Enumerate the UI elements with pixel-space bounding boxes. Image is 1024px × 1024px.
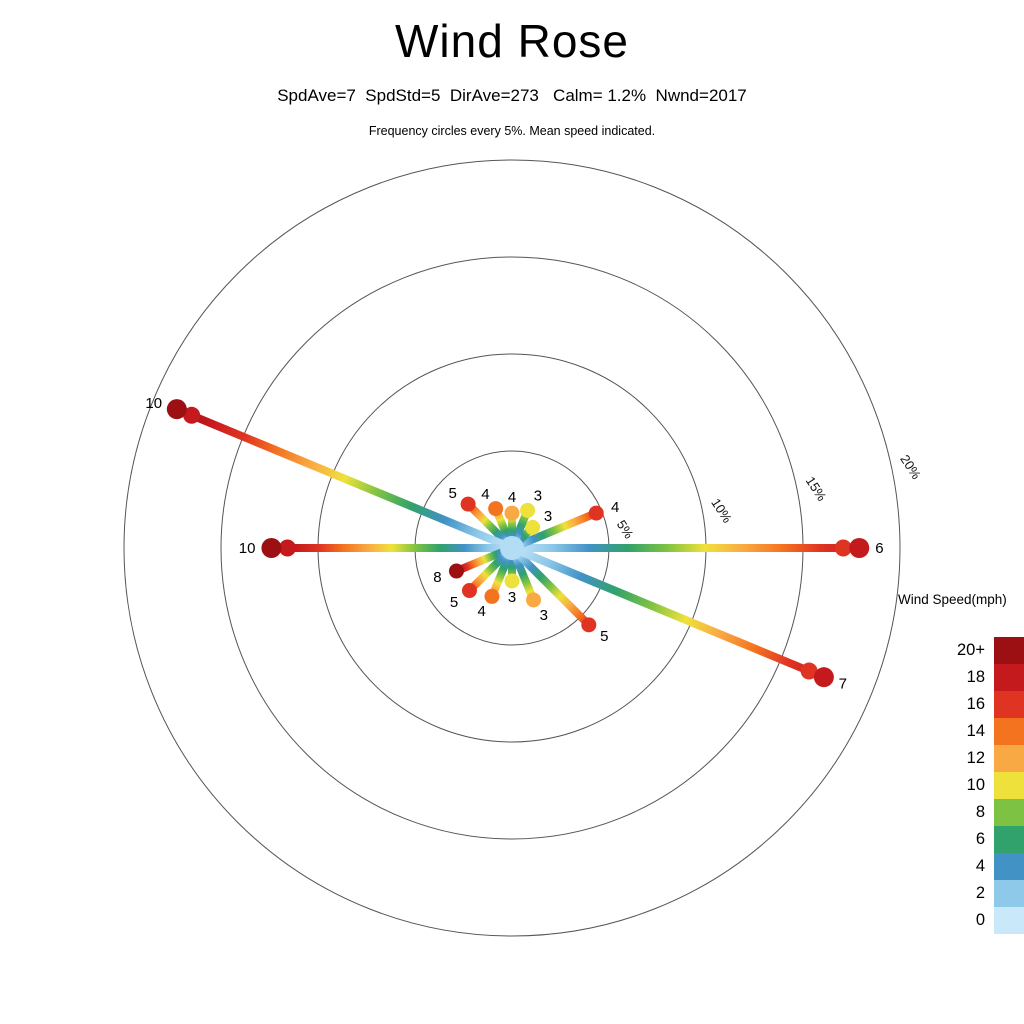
wind-ray-WNW — [172, 405, 516, 552]
legend-color-swatch — [994, 826, 1024, 853]
wind-ray-tip-dot — [800, 662, 818, 680]
legend-entry-label: 18 — [966, 668, 985, 686]
wind-ray-ESE — [508, 544, 828, 682]
mean-speed-label-NE: 3 — [544, 508, 552, 525]
legend-entry-label: 2 — [975, 884, 985, 902]
mean-speed-label-WNW: 10 — [145, 395, 162, 412]
frequency-ring — [123, 159, 901, 937]
mean-speed-label-NW: 5 — [448, 485, 456, 502]
legend-entry: 12 — [898, 745, 1024, 772]
mean-speed-label-S: 3 — [508, 589, 516, 606]
calm-center-dot — [500, 536, 524, 560]
legend-title: Wind Speed(mph) — [898, 592, 1007, 607]
legend-color-swatch — [994, 718, 1024, 745]
legend-entry: 2 — [898, 880, 1024, 907]
mean-speed-label-SE: 5 — [600, 628, 608, 645]
mean-speed-label-SSE: 3 — [540, 607, 548, 624]
mean-speed-label-NNE: 3 — [534, 488, 542, 505]
legend-entry-label: 16 — [966, 695, 985, 713]
mean-speed-label-SSW: 4 — [477, 603, 485, 620]
wind-ray-tip-dot — [166, 399, 187, 420]
legend-color-swatch — [994, 745, 1024, 772]
mean-speed-label-W: 10 — [239, 540, 256, 557]
legend-entry-label: 20+ — [957, 641, 985, 659]
wind-ray-tip-dot — [834, 539, 852, 557]
ring-percent-label: 20% — [897, 452, 924, 482]
legend-color-swatch — [994, 664, 1024, 691]
legend-entry-label: 10 — [966, 776, 985, 794]
mean-speed-label-E: 6 — [875, 540, 883, 557]
legend-entry: 10 — [898, 772, 1024, 799]
wind-ray-tip-dot — [183, 406, 201, 424]
wind-ray-tip-dot — [525, 519, 541, 535]
legend-entries: 20+ 18 16 14 12 10 8 6 4 2 0 — [898, 637, 1024, 934]
chart-title: Wind Rose — [395, 15, 629, 67]
mean-speed-label-N: 4 — [508, 489, 516, 506]
chart-caption: Frequency circles every 5%. Mean speed i… — [368, 124, 656, 138]
wind-ray-tip-dot — [461, 583, 477, 599]
wind-ray-tip-dot — [588, 505, 604, 521]
legend-entry: 18 — [898, 664, 1024, 691]
wind-ray-tip-dot — [520, 502, 536, 518]
ring-percent-label: 5% — [614, 517, 637, 541]
legend-color-swatch — [994, 853, 1024, 880]
wind-ray-tip-dot — [484, 588, 500, 604]
legend-entry: 0 — [898, 907, 1024, 934]
legend-entry-label: 6 — [975, 830, 985, 848]
wind-ray-tip-dot — [278, 539, 296, 557]
wind-ray-tip-dot — [504, 573, 520, 589]
mean-speed-label-ESE: 7 — [839, 675, 847, 692]
wind-ray-tip-dot — [460, 496, 476, 512]
mean-speed-label-NNW: 4 — [481, 486, 489, 503]
legend-color-swatch — [994, 907, 1024, 934]
mean-speed-label-SW: 5 — [450, 594, 458, 611]
wind-ray-tip-dot — [581, 617, 597, 633]
wind-ray-tip-dot — [813, 667, 834, 688]
legend-entry-label: 12 — [966, 749, 985, 767]
legend-entry-label: 4 — [975, 857, 985, 875]
ring-percent-label: 15% — [803, 474, 830, 504]
wind-ray-tip-dot — [504, 505, 520, 521]
wind-speed-legend: Wind Speed(mph) 20+ 18 16 14 12 10 8 6 4 2 0 — [898, 592, 1024, 934]
mean-speed-label-WSW: 8 — [433, 569, 441, 586]
chart-subtitle: SpdAve=7 SpdStd=5 DirAve=273 Calm= 1.2% … — [277, 86, 747, 105]
legend-entry: 4 — [898, 853, 1024, 880]
legend-entry: 8 — [898, 799, 1024, 826]
legend-entry-label: 8 — [975, 803, 985, 821]
legend-color-swatch — [994, 772, 1024, 799]
mean-speed-label-ENE: 4 — [611, 499, 619, 516]
legend-entry: 20+ — [898, 637, 1024, 664]
wind-ray-tip-dot — [526, 592, 542, 608]
legend-color-swatch — [994, 691, 1024, 718]
ring-percent-label: 10% — [708, 496, 735, 526]
legend-entry-label: 0 — [975, 911, 985, 929]
legend-entry: 6 — [898, 826, 1024, 853]
legend-color-swatch — [994, 880, 1024, 907]
legend-color-swatch — [994, 799, 1024, 826]
wind-ray-tip-dot — [849, 538, 870, 558]
legend-color-swatch — [994, 637, 1024, 664]
wind-ray-tip-dot — [448, 563, 464, 579]
wind-ray-SE — [508, 544, 593, 629]
wind-ray-ENE — [508, 509, 601, 552]
legend-entry: 16 — [898, 691, 1024, 718]
legend-entry-label: 14 — [966, 722, 985, 740]
legend-entry: 14 — [898, 718, 1024, 745]
wind-ray-tip-dot — [261, 538, 282, 558]
wind-ray-tip-dot — [488, 501, 504, 517]
